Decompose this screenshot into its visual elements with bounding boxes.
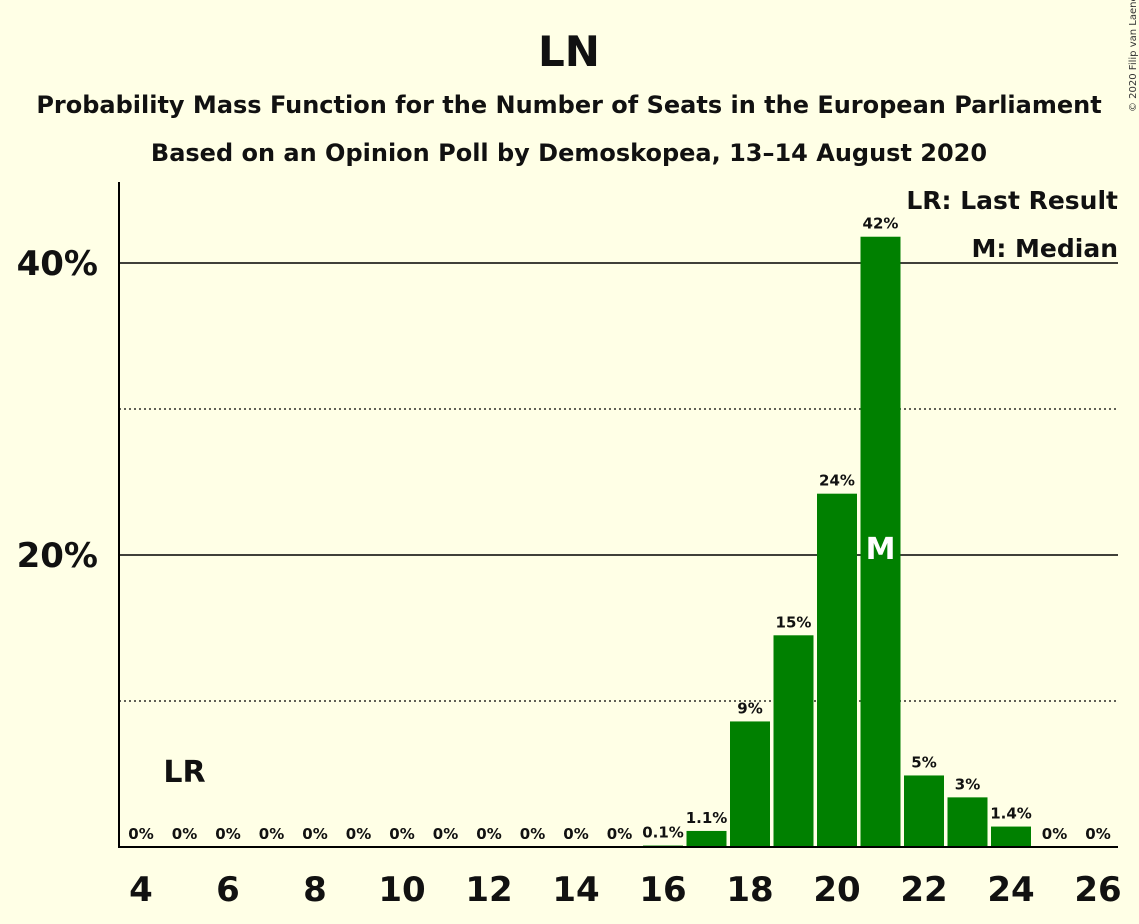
bar-label-seat-6: 0% bbox=[215, 825, 240, 843]
bar-seat-17 bbox=[686, 830, 727, 847]
bar-label-seat-18: 9% bbox=[737, 699, 762, 717]
bar-seat-18 bbox=[730, 721, 770, 847]
markers: M LR bbox=[163, 532, 895, 790]
x-tick-label: 22 bbox=[900, 870, 947, 910]
legend-last-result: LR: Last Result bbox=[906, 186, 1118, 215]
y-tick-label: 20% bbox=[17, 536, 98, 576]
bar-label-seat-8: 0% bbox=[302, 825, 327, 843]
gridlines bbox=[119, 262, 1118, 702]
x-tick-label: 14 bbox=[552, 870, 599, 910]
x-tick-label: 8 bbox=[303, 870, 327, 910]
bar-label-seat-7: 0% bbox=[259, 825, 284, 843]
bar-label-seat-24: 1.4% bbox=[990, 805, 1032, 823]
y-tick-labels: 20% 40% bbox=[17, 244, 98, 576]
x-tick-label: 24 bbox=[987, 870, 1034, 910]
bar-label-seat-20: 24% bbox=[819, 472, 855, 490]
bar-label-seat-23: 3% bbox=[955, 775, 980, 793]
bar-labels: 0% 0% 0% 0% 0% 0% 0% 0% 0% 0% 0% 0% 0.1%1.1% 9% 15% 24%… bbox=[128, 215, 1110, 843]
chart-subtitle-1: Probability Mass Function for the Number… bbox=[36, 91, 1101, 119]
chart-subtitle-2: Based on an Opinion Poll by Demoskopea, … bbox=[151, 139, 987, 167]
bar-label-seat-25: 0% bbox=[1042, 825, 1067, 843]
x-tick-label: 4 bbox=[129, 870, 153, 910]
median-marker: M bbox=[866, 532, 896, 567]
x-tick-label: 26 bbox=[1074, 870, 1121, 910]
bar-label-seat-9: 0% bbox=[346, 825, 371, 843]
bar-label-seat-10: 0% bbox=[389, 825, 414, 843]
x-tick-labels: 4 6 8 10 12 14 16 18 20 22 24 26 bbox=[129, 870, 1122, 910]
bar-label-seat-4: 0% bbox=[128, 825, 153, 843]
x-tick-label: 10 bbox=[378, 870, 425, 910]
bar-seat-23 bbox=[947, 797, 988, 847]
bar-label-seat-22: 5% bbox=[911, 753, 936, 771]
legend-median: M: Median bbox=[971, 234, 1118, 263]
chart-title: LN bbox=[538, 27, 600, 76]
bar-label-seat-21: 42% bbox=[863, 215, 899, 233]
x-tick-label: 18 bbox=[726, 870, 773, 910]
bar-label-seat-15: 0% bbox=[607, 825, 632, 843]
last-result-marker: LR bbox=[163, 755, 205, 790]
bar-seat-20 bbox=[817, 493, 857, 847]
bar-label-seat-11: 0% bbox=[433, 825, 458, 843]
y-tick-label: 40% bbox=[17, 244, 98, 284]
bars bbox=[643, 236, 1031, 848]
bar-seat-21 bbox=[860, 236, 901, 848]
bar-label-seat-13: 0% bbox=[520, 825, 545, 843]
bar-label-seat-5: 0% bbox=[172, 825, 197, 843]
x-tick-label: 12 bbox=[465, 870, 512, 910]
bar-seat-24 bbox=[991, 826, 1031, 847]
bar-label-seat-17: 1.1% bbox=[686, 809, 728, 827]
bar-seat-22 bbox=[904, 775, 944, 847]
bar-label-seat-16: 0.1% bbox=[642, 824, 684, 842]
bar-label-seat-26: 0% bbox=[1085, 825, 1110, 843]
bar-label-seat-19: 15% bbox=[776, 613, 812, 631]
x-tick-label: 6 bbox=[216, 870, 240, 910]
bar-seat-19 bbox=[773, 635, 814, 847]
axes bbox=[118, 182, 1118, 848]
bar-label-seat-12: 0% bbox=[476, 825, 501, 843]
bar-label-seat-14: 0% bbox=[563, 825, 588, 843]
x-tick-label: 16 bbox=[639, 870, 686, 910]
x-tick-label: 20 bbox=[813, 870, 860, 910]
copyright-note: © 2020 Filip van Laenen bbox=[1128, 0, 1139, 112]
